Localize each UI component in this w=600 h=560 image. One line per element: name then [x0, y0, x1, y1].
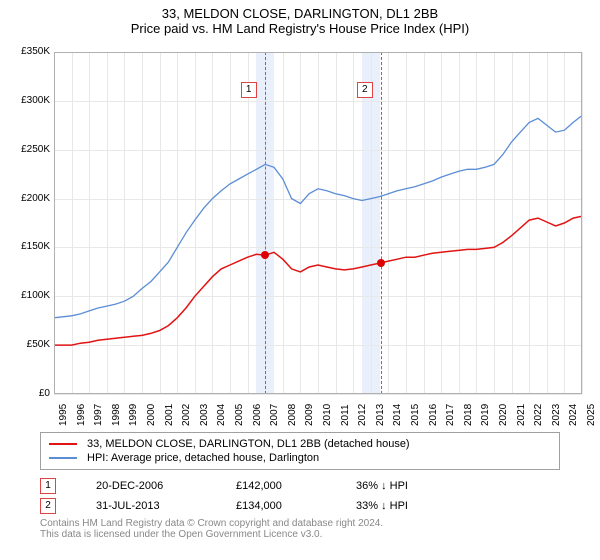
x-tick-label: 2008	[287, 404, 298, 426]
x-tick-label: 2025	[586, 404, 597, 426]
sales-table: 1 20-DEC-2006 £142,000 36% ↓ HPI 2 31-JU…	[40, 476, 560, 516]
legend-item-price-paid: 33, MELDON CLOSE, DARLINGTON, DL1 2BB (d…	[49, 437, 551, 451]
y-tick-label: £150K	[8, 241, 50, 252]
x-tick-label: 2002	[181, 404, 192, 426]
legend-swatch	[49, 443, 77, 445]
attribution: Contains HM Land Registry data © Crown c…	[40, 518, 560, 540]
sale-row: 2 31-JUL-2013 £134,000 33% ↓ HPI	[40, 496, 560, 516]
sale-date: 20-DEC-2006	[96, 480, 196, 492]
page-subtitle: Price paid vs. HM Land Registry's House …	[0, 21, 600, 36]
x-tick-label: 2010	[322, 404, 333, 426]
x-tick-label: 2023	[551, 404, 562, 426]
sale-price: £142,000	[236, 480, 316, 492]
x-tick-label: 2019	[480, 404, 491, 426]
y-tick-label: £350K	[8, 46, 50, 57]
x-tick-label: 2003	[199, 404, 210, 426]
y-tick-label: £0	[8, 388, 50, 399]
sale-marker-icon: 2	[40, 498, 56, 514]
legend-label: 33, MELDON CLOSE, DARLINGTON, DL1 2BB (d…	[87, 438, 410, 450]
x-tick-label: 2011	[340, 404, 351, 426]
container: 33, MELDON CLOSE, DARLINGTON, DL1 2BB Pr…	[0, 0, 600, 560]
x-tick-label: 2015	[410, 404, 421, 426]
x-tick-label: 2013	[375, 404, 386, 426]
sale-price: £134,000	[236, 500, 316, 512]
x-tick-label: 2022	[533, 404, 544, 426]
x-tick-label: 2018	[463, 404, 474, 426]
y-tick-label: £100K	[8, 290, 50, 301]
legend-swatch	[49, 457, 77, 459]
legend-label: HPI: Average price, detached house, Darl…	[87, 452, 319, 464]
attribution-line: This data is licensed under the Open Gov…	[40, 529, 560, 540]
legend-item-hpi: HPI: Average price, detached house, Darl…	[49, 451, 551, 465]
x-tick-label: 2016	[428, 404, 439, 426]
x-tick-label: 2007	[269, 404, 280, 426]
sale-date: 31-JUL-2013	[96, 500, 196, 512]
sale-row: 1 20-DEC-2006 £142,000 36% ↓ HPI	[40, 476, 560, 496]
chart: 12 £0£50K£100K£150K£200K£250K£300K£350K …	[54, 52, 582, 394]
x-tick-label: 2005	[234, 404, 245, 426]
y-tick-label: £300K	[8, 95, 50, 106]
x-tick-label: 2021	[516, 404, 527, 426]
sale-delta: 33% ↓ HPI	[356, 500, 408, 512]
x-tick-label: 2009	[304, 404, 315, 426]
chart-border	[54, 52, 582, 394]
x-tick-label: 1999	[128, 404, 139, 426]
x-tick-label: 1996	[76, 404, 87, 426]
legend: 33, MELDON CLOSE, DARLINGTON, DL1 2BB (d…	[40, 432, 560, 470]
x-tick-label: 1995	[58, 404, 69, 426]
x-tick-label: 2001	[164, 404, 175, 426]
x-tick-label: 2000	[146, 404, 157, 426]
x-tick-label: 1997	[93, 404, 104, 426]
x-tick-label: 2014	[392, 404, 403, 426]
sale-delta: 36% ↓ HPI	[356, 480, 408, 492]
x-tick-label: 2006	[252, 404, 263, 426]
x-tick-label: 2017	[445, 404, 456, 426]
sale-marker-icon: 1	[40, 478, 56, 494]
y-tick-label: £250K	[8, 144, 50, 155]
y-tick-label: £50K	[8, 339, 50, 350]
x-tick-label: 1998	[111, 404, 122, 426]
x-tick-label: 2024	[568, 404, 579, 426]
x-tick-label: 2020	[498, 404, 509, 426]
page-title: 33, MELDON CLOSE, DARLINGTON, DL1 2BB	[0, 0, 600, 21]
x-tick-label: 2012	[357, 404, 368, 426]
y-tick-label: £200K	[8, 193, 50, 204]
attribution-line: Contains HM Land Registry data © Crown c…	[40, 518, 560, 529]
x-tick-label: 2004	[216, 404, 227, 426]
